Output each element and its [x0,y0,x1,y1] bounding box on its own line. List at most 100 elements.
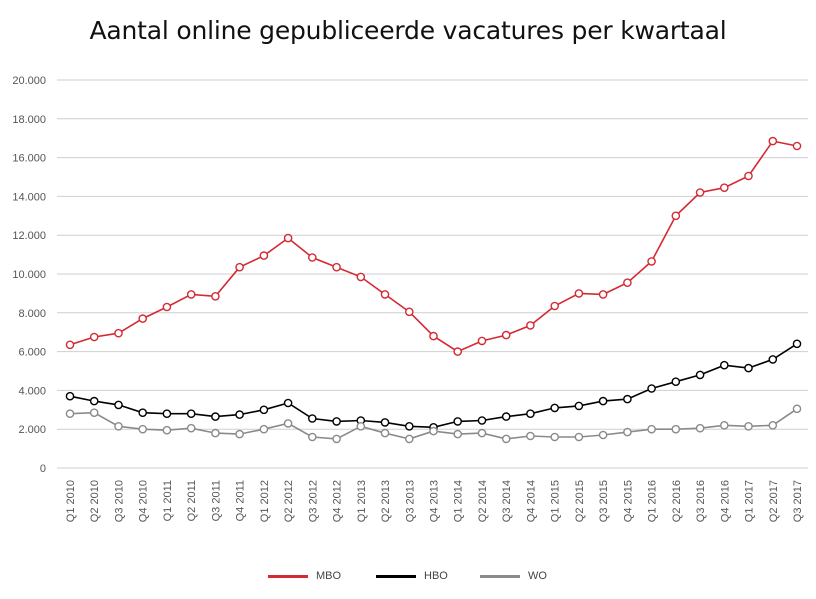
data-point-wo [404,434,414,444]
x-tick-label: Q2 2014 [477,480,489,522]
x-tick-label: Q3 2017 [792,480,804,522]
data-point-mbo [695,188,705,197]
x-tick-label: Q1 2012 [259,480,271,522]
data-point-wo [720,420,729,430]
y-tick-label: 18.000 [12,114,46,126]
data-point-hbo [647,384,656,393]
data-point-wo [332,434,341,444]
data-point-mbo [65,340,75,350]
data-point-mbo [623,278,632,288]
data-point-wo [647,424,656,434]
data-point-wo [138,424,147,434]
legend-label-hbo: HBO [424,570,448,582]
data-point-wo [65,409,75,419]
data-point-wo [477,428,487,438]
data-point-wo [768,420,778,430]
x-tick-label: Q1 2015 [550,480,562,522]
legend: MBO HBO WO [0,566,816,586]
data-point-wo [453,429,463,439]
data-point-wo [235,429,244,439]
data-point-mbo [307,253,317,262]
x-tick-label: Q3 2010 [113,480,125,522]
data-point-hbo [65,391,75,401]
data-point-hbo [526,409,535,419]
data-point-hbo [283,398,293,408]
legend-swatch-wo [480,574,520,578]
x-tick-label: Q1 2017 [744,480,756,522]
x-tick-label: Q2 2016 [671,480,683,522]
data-point-mbo [283,233,293,243]
data-point-wo [211,428,220,438]
x-tick-label: Q4 2014 [525,480,537,522]
data-point-mbo [671,211,681,221]
data-point-mbo [574,289,584,298]
line-chart: 0 2.000 4.000 6.000 8.000 10.000 12.000 14.000 1… [12,75,808,522]
y-tick-label: 16.000 [12,153,46,165]
data-point-mbo [477,336,487,346]
data-point-mbo [720,183,729,192]
data-point-hbo [720,360,729,370]
data-point-mbo [380,290,390,299]
data-point-hbo [211,412,220,421]
x-tick-label: Q3 2012 [307,480,319,522]
x-tick-label: Q4 2013 [429,480,441,522]
data-point-wo [574,432,584,442]
data-point-hbo [380,418,390,427]
data-point-hbo [671,377,681,387]
y-tick-label: 4.000 [18,385,46,397]
gridlines [57,79,808,469]
x-tick-label: Q4 2015 [622,480,634,522]
data-point-hbo [768,355,778,364]
data-point-hbo [453,417,463,426]
y-axis-tick-labels: 0 2.000 4.000 6.000 8.000 10.000 12.000 14.000 1… [12,75,46,475]
data-point-wo [89,408,99,418]
data-point-wo [380,428,390,438]
x-tick-label: Q3 2016 [695,480,707,522]
data-point-mbo [744,171,753,181]
data-point-mbo [429,331,438,341]
data-point-hbo [792,339,802,349]
x-tick-label: Q4 2010 [138,480,150,522]
data-point-wo [550,432,560,442]
data-point-wo [259,424,269,434]
y-tick-label: 20.000 [12,75,46,87]
data-point-wo [501,434,511,444]
data-point-mbo [356,272,366,282]
y-tick-label: 12.000 [12,230,46,242]
data-point-mbo [114,328,123,338]
data-point-wo [695,423,705,433]
data-point-mbo [162,302,172,312]
data-point-mbo [526,321,535,330]
data-point-hbo [138,408,147,418]
y-tick-label: 10.000 [12,269,46,281]
y-tick-label: 6.000 [18,347,46,359]
data-point-mbo [792,141,802,151]
data-point-mbo [598,290,608,299]
data-point-hbo [162,409,172,419]
x-tick-label: Q2 2013 [380,480,392,522]
x-tick-label: Q4 2016 [719,480,731,522]
data-point-hbo [550,403,560,413]
x-tick-label: Q1 2010 [65,480,77,522]
data-point-wo [283,419,293,428]
legend-swatch-hbo [376,574,416,578]
data-point-wo [114,421,123,431]
x-tick-label: Q3 2014 [501,480,513,522]
data-point-hbo [307,414,317,423]
data-point-wo [744,421,753,431]
x-tick-label: Q1 2013 [356,480,368,522]
data-point-hbo [477,416,487,425]
data-point-hbo [332,417,341,426]
x-axis-tick-labels: Q1 2010 Q2 2010 Q3 2010 Q4 2010 Q1 2011 Q2 20… [65,480,804,522]
data-point-wo [671,424,681,434]
y-tick-label: 2.000 [18,424,46,436]
series-line-hbo [69,343,798,429]
data-point-wo [429,426,438,436]
x-tick-label: Q1 2011 [162,480,174,521]
data-point-mbo [89,332,99,342]
x-tick-label: Q2 2011 [186,480,198,521]
data-point-hbo [598,396,608,406]
x-tick-label: Q4 2011 [235,480,247,521]
data-point-mbo [404,307,414,317]
x-tick-label: Q3 2011 [210,480,222,521]
